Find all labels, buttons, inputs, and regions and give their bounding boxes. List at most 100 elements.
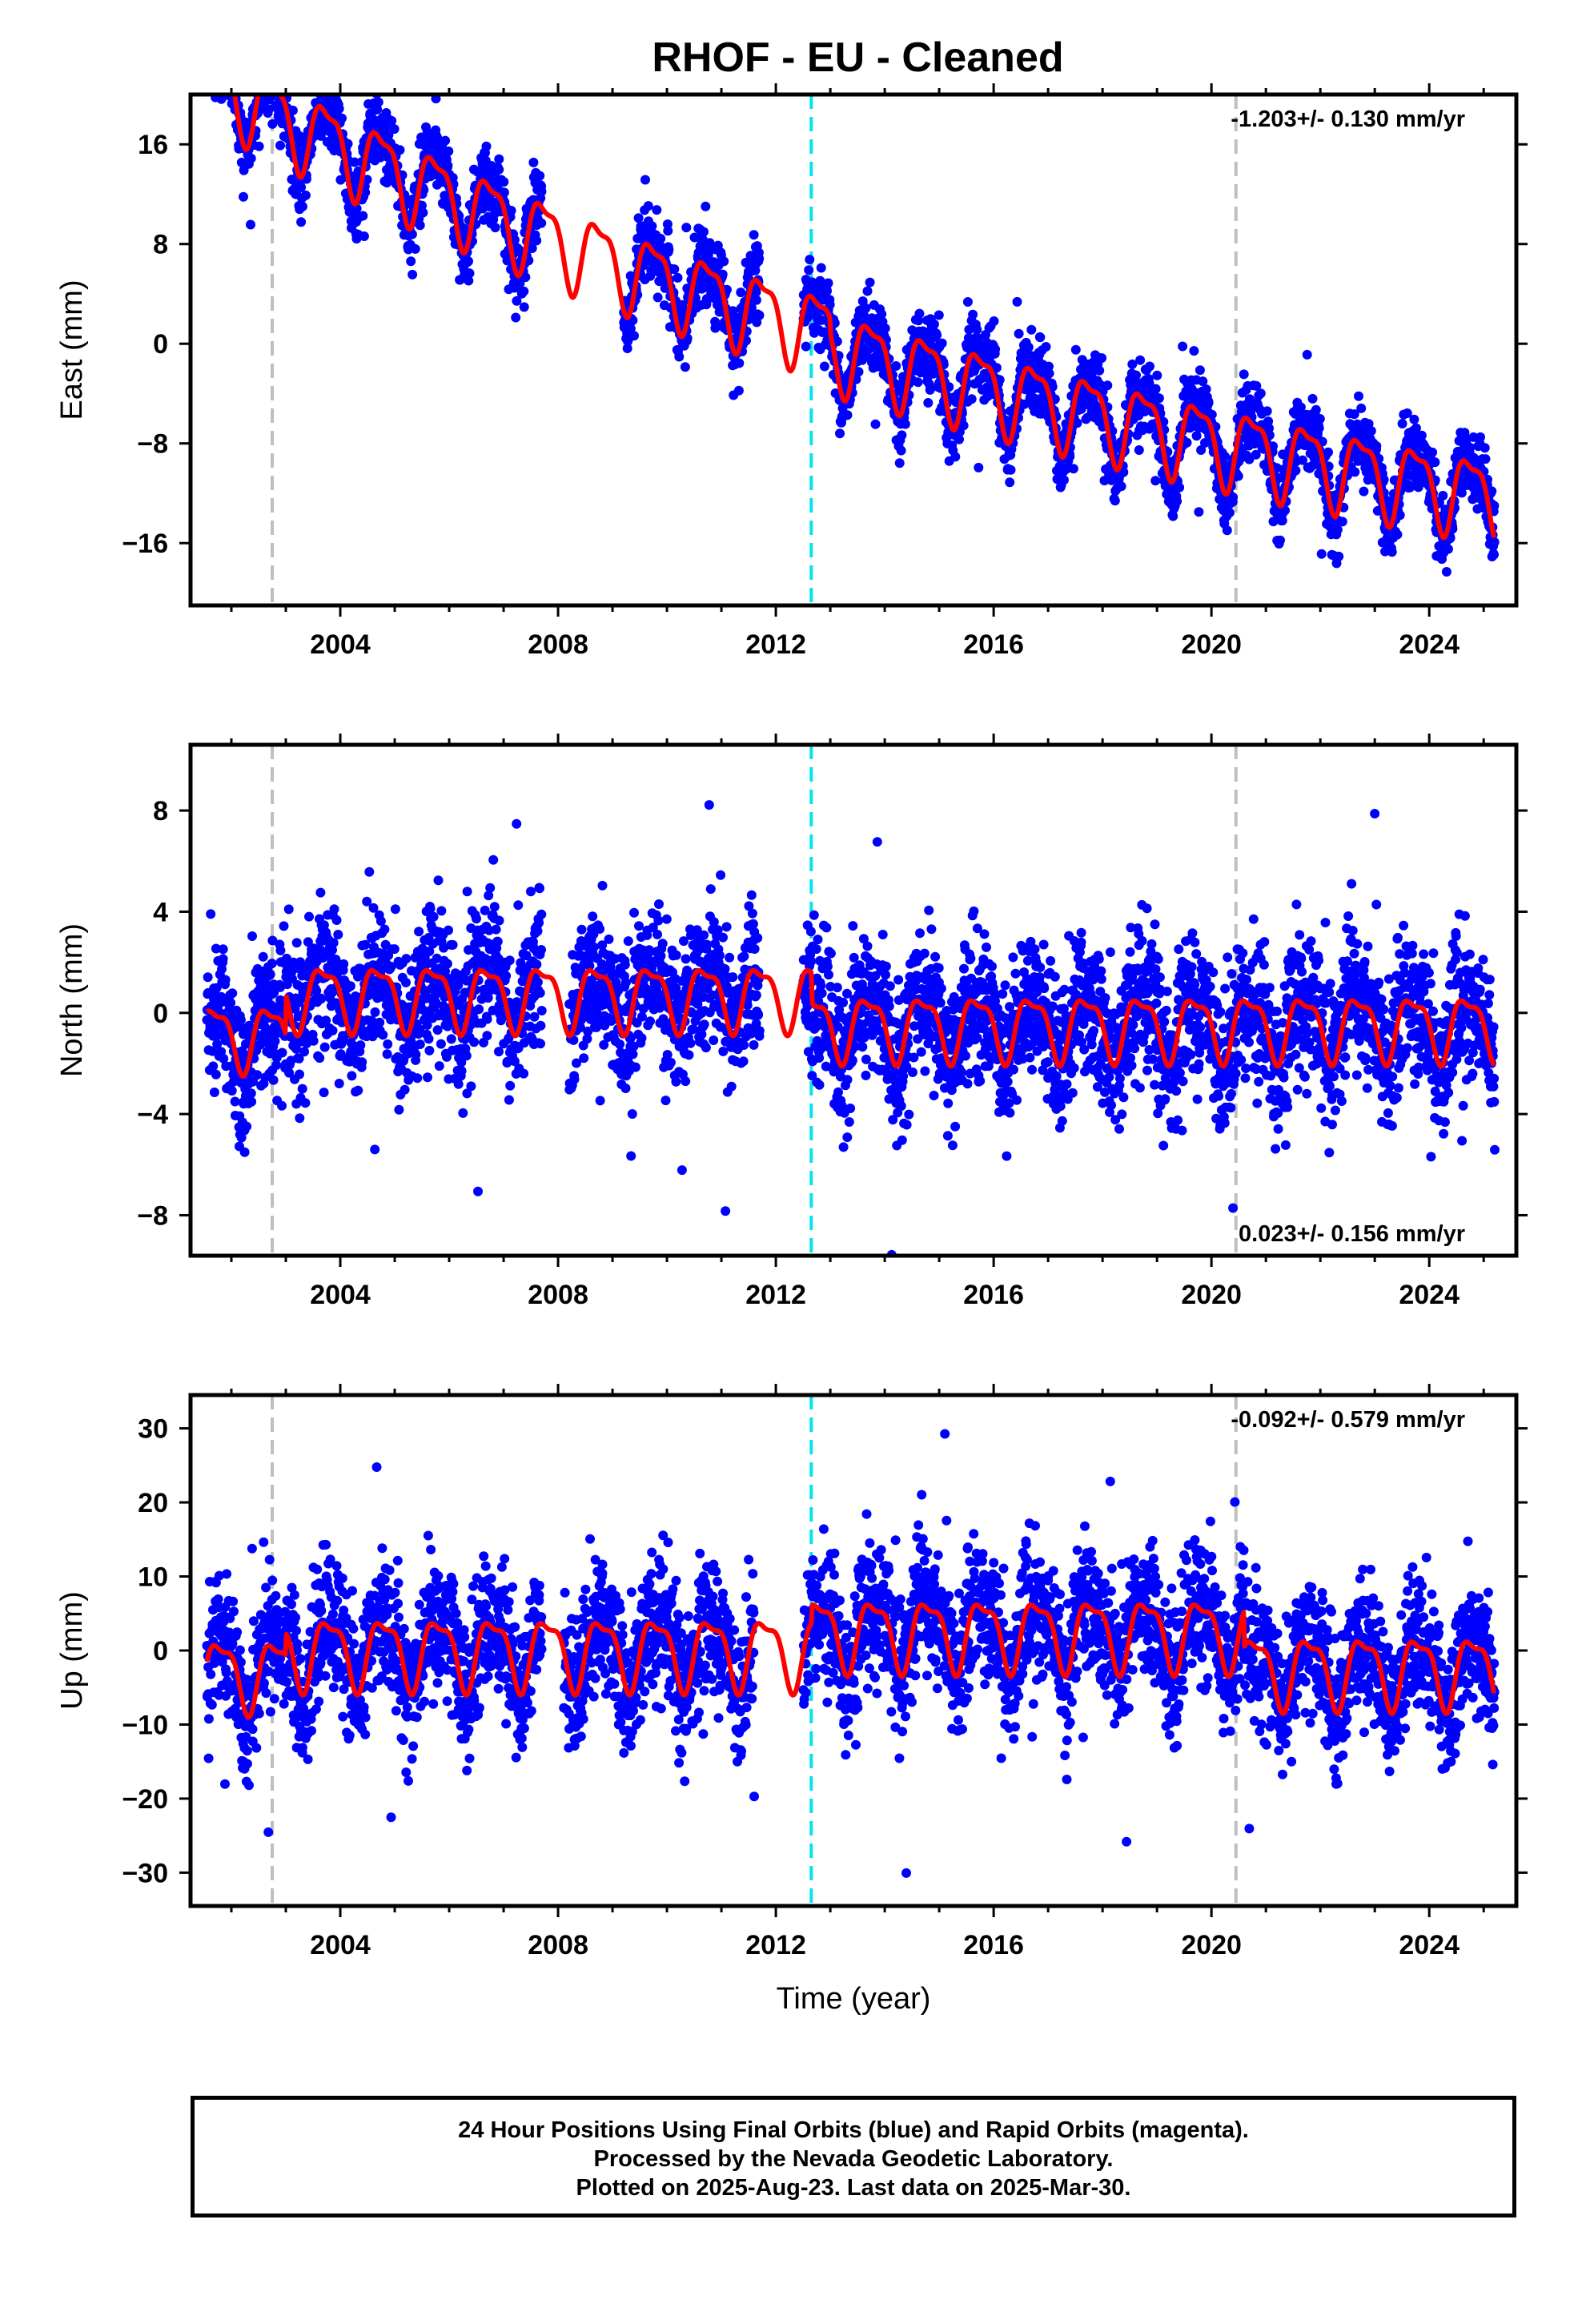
data-point	[1349, 409, 1359, 420]
data-point	[1118, 467, 1129, 477]
data-point	[1480, 454, 1491, 464]
data-point	[710, 323, 721, 333]
data-point	[433, 875, 444, 886]
data-point	[389, 944, 400, 955]
data-point	[221, 63, 231, 73]
data-point	[699, 227, 709, 237]
data-point	[327, 78, 337, 88]
data-point	[972, 324, 982, 335]
data-point	[218, 61, 227, 70]
data-point	[291, 1043, 301, 1054]
data-point	[415, 1039, 425, 1049]
data-point	[339, 1035, 349, 1045]
data-point	[316, 79, 326, 89]
data-point	[835, 428, 845, 439]
data-point	[1443, 544, 1453, 554]
data-point	[652, 292, 663, 303]
data-point	[204, 67, 214, 77]
data-point	[204, 66, 214, 75]
y-tick-label: −16	[122, 529, 168, 559]
data-point	[287, 105, 298, 115]
data-point	[211, 1069, 221, 1080]
data-point	[319, 79, 328, 89]
data-point	[511, 312, 521, 323]
data-point	[219, 55, 229, 65]
data-point	[680, 362, 690, 372]
data-point	[284, 1068, 295, 1078]
data-point	[358, 211, 368, 221]
data-point	[701, 201, 711, 211]
data-point	[1468, 432, 1479, 442]
data-point	[246, 153, 256, 163]
data-point	[203, 44, 212, 54]
data-point	[1195, 365, 1205, 376]
y-tick-label: 0	[153, 329, 168, 360]
data-point	[211, 26, 221, 35]
data-point	[464, 268, 475, 279]
x-tick-label: 2004	[310, 629, 371, 660]
data-point	[207, 58, 217, 67]
data-point	[1302, 349, 1312, 360]
data-point	[640, 175, 650, 185]
data-point	[1307, 393, 1318, 404]
data-point	[259, 64, 269, 74]
data-point	[1337, 517, 1347, 527]
data-point	[277, 62, 287, 72]
data-point	[210, 49, 219, 58]
data-point	[215, 66, 224, 75]
data-point	[1323, 447, 1333, 457]
y-axis-label: East (mm)	[55, 279, 89, 420]
data-point	[501, 971, 512, 981]
data-point	[436, 1039, 446, 1049]
data-point	[1191, 431, 1202, 441]
data-point	[235, 1015, 246, 1025]
data-point	[1023, 342, 1034, 352]
data-point	[1264, 423, 1274, 433]
data-point	[269, 56, 279, 66]
data-point	[386, 962, 396, 971]
data-point	[321, 1015, 331, 1026]
data-point	[255, 72, 264, 82]
data-point	[255, 70, 265, 80]
data-point	[974, 462, 984, 472]
data-point	[329, 904, 339, 915]
data-point	[382, 1049, 392, 1059]
data-point	[913, 377, 923, 388]
data-point	[208, 1061, 219, 1072]
data-point	[211, 34, 220, 43]
data-point	[1395, 510, 1405, 521]
x-tick-label: 2024	[1399, 629, 1460, 660]
data-point	[894, 458, 905, 468]
data-point	[268, 56, 278, 66]
data-point	[512, 818, 522, 829]
data-point	[663, 226, 673, 236]
data-point	[408, 269, 418, 279]
data-point	[1480, 443, 1490, 453]
data-point	[275, 945, 286, 955]
data-point	[225, 77, 235, 86]
data-point	[1201, 384, 1211, 394]
data-point	[1194, 507, 1204, 517]
data-point	[230, 74, 239, 83]
data-point	[469, 1037, 480, 1047]
data-point	[1168, 511, 1178, 521]
data-point	[254, 141, 264, 151]
data-point	[1476, 432, 1485, 442]
data-point	[387, 115, 397, 126]
data-point	[1154, 393, 1164, 404]
data-point	[428, 911, 439, 922]
panel-frame	[188, 92, 1519, 608]
data-point	[1268, 517, 1279, 527]
data-point	[754, 310, 765, 320]
data-point	[266, 61, 275, 70]
data-point	[264, 80, 274, 90]
data-point	[633, 213, 644, 223]
data-point	[314, 81, 323, 90]
data-point	[822, 286, 832, 296]
data-point	[519, 302, 529, 312]
data-point	[373, 97, 383, 107]
data-point	[1311, 404, 1321, 415]
data-point	[266, 82, 275, 91]
data-point	[303, 937, 313, 947]
data-point	[1487, 486, 1497, 497]
